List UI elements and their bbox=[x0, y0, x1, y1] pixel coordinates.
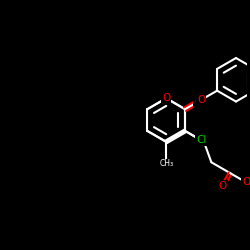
Text: O: O bbox=[194, 96, 202, 106]
Text: Cl: Cl bbox=[196, 135, 206, 145]
Text: CH₃: CH₃ bbox=[159, 159, 173, 168]
Text: O: O bbox=[242, 178, 250, 188]
Text: O: O bbox=[162, 93, 170, 103]
Text: O: O bbox=[197, 95, 205, 105]
Text: O: O bbox=[218, 181, 227, 191]
